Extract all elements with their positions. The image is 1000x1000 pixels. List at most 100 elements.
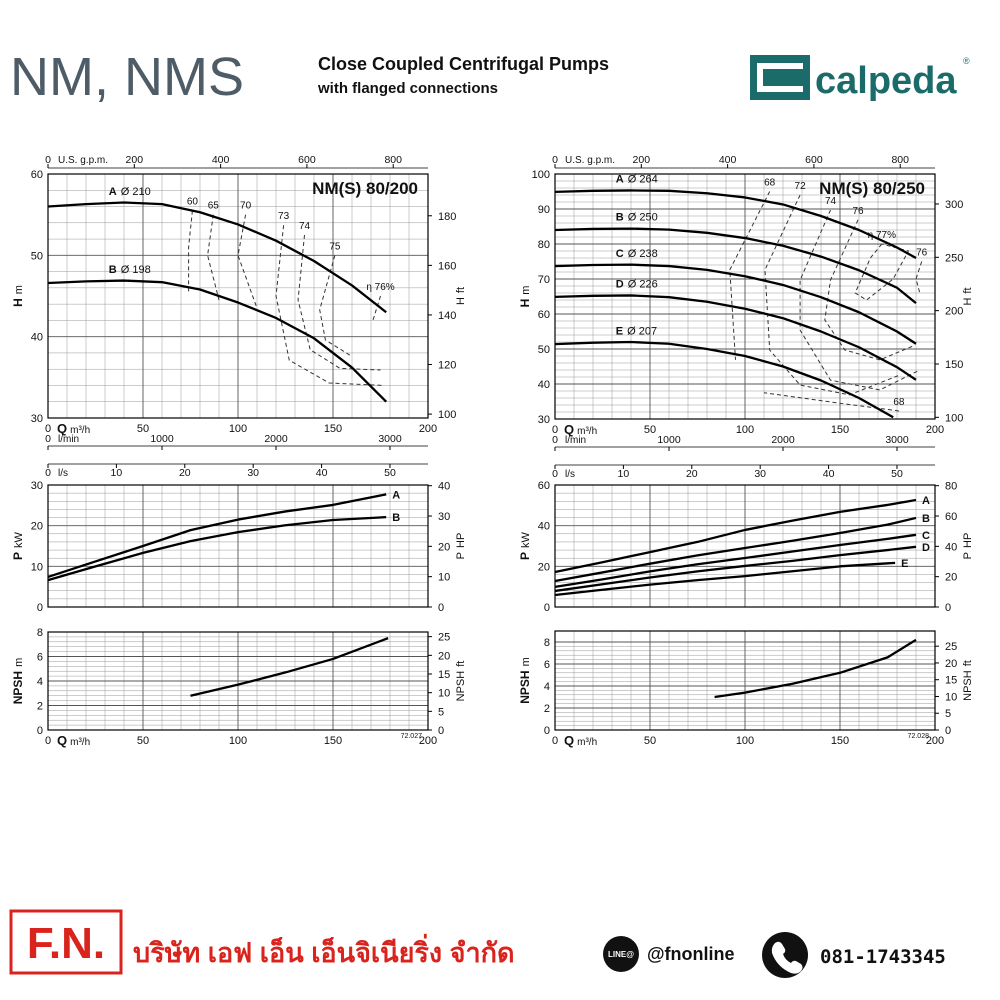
y2-tick-label: 100: [438, 409, 456, 421]
y-tick-label: 50: [31, 250, 43, 262]
y-axis-label: Hm: [11, 285, 25, 307]
x-tick-label: 150: [831, 424, 849, 436]
curve-name: A: [109, 186, 117, 198]
x-tick-label: 200: [419, 423, 437, 435]
y2-axis-name: H: [962, 298, 974, 306]
efficiency-label: 76: [852, 206, 864, 217]
extra-axis-label: U.S. g.p.m.: [565, 155, 615, 166]
chart: 0 50 100 150 20030405060100120140160180HmHft…: [11, 154, 467, 479]
y2-tick-label: 5: [945, 708, 951, 720]
y-tick-label: 8: [544, 637, 550, 649]
x-tick-label: 50: [137, 735, 149, 747]
y-axis-label: NPSH m: [518, 657, 532, 704]
curve-label: C: [922, 530, 930, 542]
y2-tick-label: 180: [438, 211, 456, 223]
curve: [714, 638, 917, 699]
y-axis-unit: m: [520, 657, 532, 666]
y-tick-label: 100: [532, 169, 550, 181]
y-tick-label: 30: [31, 413, 43, 425]
y2-axis-unit: ft: [455, 287, 467, 293]
y-axis-label: PkW: [11, 531, 25, 560]
x-tick-label: 0: [552, 424, 558, 436]
curve: [554, 227, 917, 305]
curve: [554, 516, 917, 583]
efficiency-curve: [275, 225, 385, 386]
y2-tick-label: 20: [945, 572, 957, 584]
y2-tick-label: 15: [438, 669, 450, 681]
curve: [190, 637, 389, 697]
efficiency-curve: [824, 219, 916, 361]
y-tick-label: 40: [538, 379, 550, 391]
logo-text: calpeda: [815, 60, 957, 102]
curve-name: E: [616, 325, 623, 337]
efficiency-curve: [188, 210, 193, 292]
y-tick-label: 60: [31, 169, 43, 181]
y2-axis-label: NPSH ft: [455, 661, 467, 702]
y2-tick-label: 15: [945, 675, 957, 687]
efficiency-curve: [319, 255, 351, 356]
efficiency-curve: [207, 214, 220, 301]
curve: [554, 263, 917, 345]
curve-diameter: Ø 238: [628, 248, 658, 260]
x-tick-label: 100: [736, 735, 754, 747]
curve: [554, 340, 894, 419]
y2-tick-label: 40: [438, 481, 450, 493]
curve: [554, 533, 917, 589]
line-badge: LINE@: [608, 950, 634, 959]
curve-label: A Ø 264: [616, 174, 658, 186]
chart-code: 72.028: [908, 733, 930, 740]
y2-tick-label: 10: [438, 572, 450, 584]
extra-axis-tick-label: 40: [823, 468, 835, 480]
plot-frame: [47, 631, 429, 731]
extra-axis-tick-label: 2000: [771, 434, 795, 446]
extra-axis-tick-label: 800: [891, 154, 909, 166]
chart-title: NM(S) 80/200: [312, 179, 418, 198]
extra-axis-tick-label: 0: [45, 467, 51, 479]
x-tick-label: 150: [831, 735, 849, 747]
y-tick-label: 70: [538, 274, 550, 286]
y2-tick-label: 20: [438, 541, 450, 553]
efficiency-label: 60: [187, 197, 199, 208]
y-tick-label: 40: [31, 332, 43, 344]
curve-diameter: Ø 207: [627, 325, 657, 337]
efficiency-label: 65: [208, 201, 220, 212]
curve-label: B Ø 250: [616, 212, 658, 224]
logo-bar: [763, 69, 803, 86]
y2-axis-label: Hft: [455, 287, 467, 305]
extra-axis-tick-label: 10: [111, 467, 123, 479]
y-tick-label: 30: [538, 414, 550, 426]
y2-axis-unit: ft: [455, 661, 467, 667]
extra-axis-tick-label: 200: [633, 154, 651, 166]
x-tick-label: 0: [552, 735, 558, 747]
chart: 0 50 100 150 2003040506070809010010015020025…: [518, 154, 974, 480]
y2-axis-unit: HP: [455, 533, 467, 548]
x-tick-label: 0: [45, 423, 51, 435]
efficiency-label: 74: [825, 196, 837, 207]
extra-axis-label: l/min: [565, 435, 586, 446]
y2-tick-label: 100: [945, 412, 963, 424]
efficiency-label: 72: [795, 181, 807, 192]
y-tick-label: 60: [538, 480, 550, 492]
y2-tick-label: 300: [945, 199, 963, 211]
plot-frame: [47, 484, 429, 608]
y2-axis-unit: ft: [962, 660, 974, 666]
plot-frame: [554, 630, 936, 731]
extra-axis-label: U.S. g.p.m.: [58, 155, 108, 166]
y-tick-label: 40: [538, 521, 550, 533]
x-tick-label: 100: [229, 423, 247, 435]
x-axis-unit: m³/h: [577, 737, 597, 748]
curve: [554, 561, 896, 597]
y-tick-label: 0: [544, 725, 550, 737]
y2-tick-label: 20: [945, 658, 957, 670]
curve-label: B Ø 198: [109, 264, 151, 276]
y2-tick-label: 60: [945, 511, 957, 523]
extra-axis-tick-label: 50: [891, 468, 903, 480]
y-axis-name: H: [11, 298, 25, 307]
curve-name: A: [616, 174, 624, 186]
footer: F.N. บริษัท เอฟ เอ็น เอ็นจิเนียริ่ง จำกั…: [9, 909, 946, 978]
efficiency-label: η 77%: [868, 230, 896, 241]
curve-label: D: [922, 542, 930, 554]
efficiency-curve: [297, 234, 381, 371]
x-axis-name: Q: [57, 421, 67, 436]
